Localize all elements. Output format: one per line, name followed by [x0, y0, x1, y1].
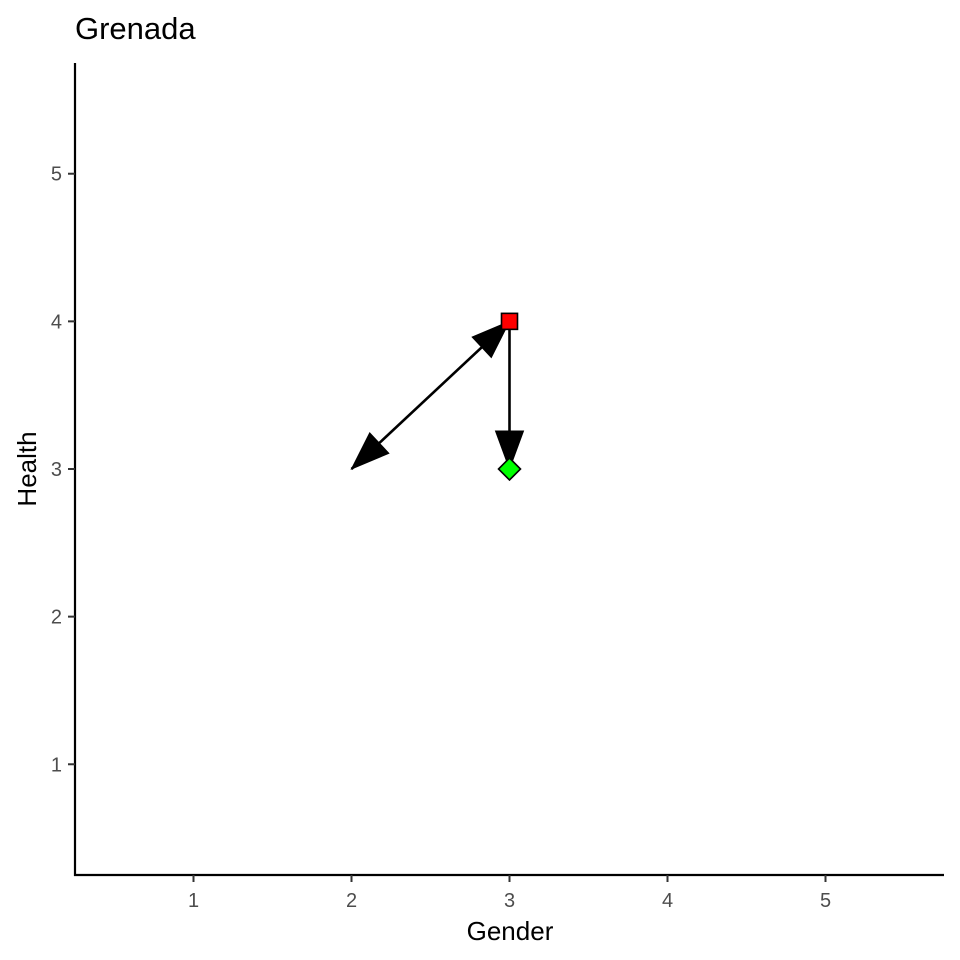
x-tick-label: 1	[188, 890, 199, 912]
x-tick-label: 3	[504, 890, 515, 912]
x-axis-title: Gender	[467, 916, 554, 946]
y-tick-label: 4	[51, 311, 62, 333]
y-axis-title: Health	[12, 431, 42, 506]
arrow	[350, 320, 511, 470]
x-tick-label: 4	[662, 890, 673, 912]
x-tick-label: 2	[346, 890, 357, 912]
y-tick-label: 5	[51, 164, 62, 186]
arrow	[494, 321, 525, 471]
x-tick-label: 5	[820, 890, 831, 912]
plot-area	[350, 312, 525, 482]
arrow-head	[494, 430, 525, 471]
arrow-head	[471, 320, 511, 359]
point-diamond	[497, 456, 522, 482]
point-square	[500, 312, 519, 331]
y-tick-label: 2	[51, 607, 62, 629]
y-tick-label: 3	[51, 459, 62, 481]
arrow-head	[350, 431, 390, 470]
y-tick-label: 1	[51, 754, 62, 776]
axis-ticks: 1 2 3 4 5 1 2 3 4 5	[51, 164, 831, 912]
chart-title: Grenada	[75, 11, 196, 46]
